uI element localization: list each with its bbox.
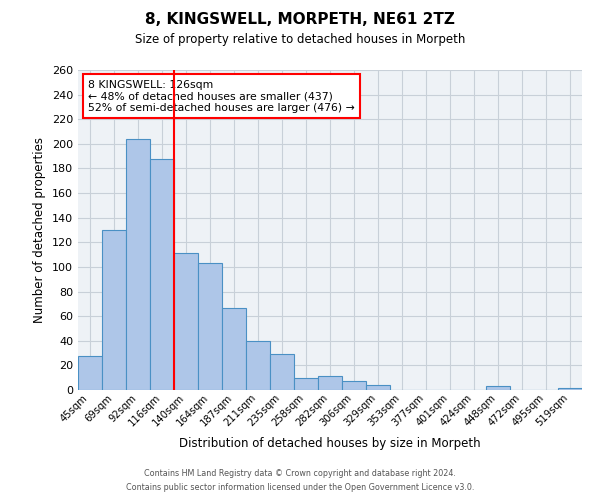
Text: 8, KINGSWELL, MORPETH, NE61 2TZ: 8, KINGSWELL, MORPETH, NE61 2TZ xyxy=(145,12,455,28)
Bar xyxy=(198,263,222,390)
Bar xyxy=(150,158,174,390)
Y-axis label: Number of detached properties: Number of detached properties xyxy=(34,137,46,323)
Bar xyxy=(78,356,102,390)
Bar xyxy=(486,386,510,390)
X-axis label: Distribution of detached houses by size in Morpeth: Distribution of detached houses by size … xyxy=(179,436,481,450)
Bar xyxy=(270,354,294,390)
Bar xyxy=(366,385,390,390)
Bar xyxy=(294,378,318,390)
Bar xyxy=(342,382,366,390)
Bar xyxy=(318,376,342,390)
Text: 8 KINGSWELL: 126sqm
← 48% of detached houses are smaller (437)
52% of semi-detac: 8 KINGSWELL: 126sqm ← 48% of detached ho… xyxy=(88,80,355,113)
Text: Contains HM Land Registry data © Crown copyright and database right 2024.: Contains HM Land Registry data © Crown c… xyxy=(144,468,456,477)
Bar xyxy=(558,388,582,390)
Bar xyxy=(174,254,198,390)
Bar xyxy=(126,139,150,390)
Text: Contains public sector information licensed under the Open Government Licence v3: Contains public sector information licen… xyxy=(126,484,474,492)
Bar xyxy=(222,308,246,390)
Bar xyxy=(246,341,270,390)
Text: Size of property relative to detached houses in Morpeth: Size of property relative to detached ho… xyxy=(135,32,465,46)
Bar xyxy=(102,230,126,390)
